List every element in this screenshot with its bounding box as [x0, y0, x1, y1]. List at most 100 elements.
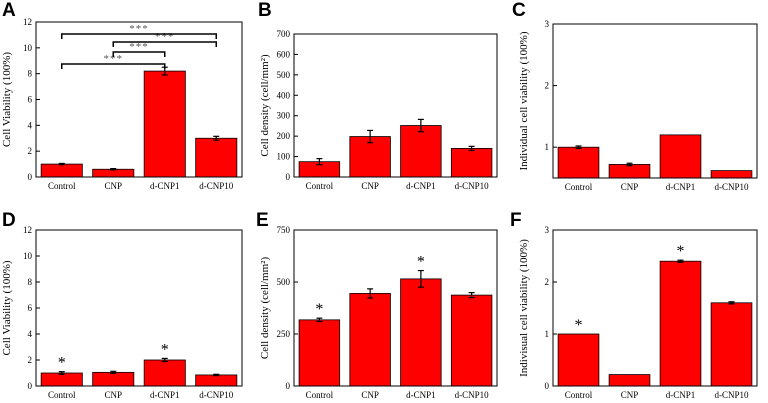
- significance-star: *: [315, 301, 323, 318]
- bar-control: [298, 319, 341, 387]
- bar-cnp: [608, 374, 651, 387]
- y-axis-label: Indivisual cell viability (100%): [518, 239, 530, 377]
- y-axis-label: Cell Viability (100%): [1, 52, 13, 147]
- category-label: d-CNP1: [406, 181, 436, 191]
- plot-frame: [552, 23, 758, 179]
- y-tick-label: 3: [545, 19, 550, 29]
- y-tick-label: 500: [277, 70, 291, 80]
- y-tick-label: 600: [277, 49, 291, 59]
- y-tick-label: 3: [545, 225, 550, 235]
- panel-label: C: [512, 0, 526, 21]
- panel-a: A Control CNP d-CNP1 d-CNP10 *** *** *** *** 0 2 4 6…: [1, 0, 243, 191]
- panel-e: E Control CNP d-CNP1 d-CNP10 * * 0 250 500 750 Cell…: [256, 210, 498, 400]
- category-label: Control: [306, 181, 334, 191]
- bar-control: [557, 333, 600, 387]
- bar-control: [40, 372, 83, 387]
- category-label: Control: [48, 390, 76, 400]
- y-tick-label: 0: [286, 172, 291, 182]
- y-tick-label: 2: [28, 146, 33, 156]
- y-tick-label: 12: [23, 17, 32, 27]
- category-label: CNP: [621, 390, 639, 400]
- bar-d-cnp1: [400, 125, 442, 178]
- y-tick-label: 8: [28, 69, 33, 79]
- significance-bracket: [112, 41, 217, 47]
- panel-b: B Control CNP d-CNP1 d-CNP10 0 100 200 300 400 500…: [258, 0, 498, 191]
- y-tick-label: 2: [545, 81, 550, 91]
- y-tick-label: 500: [277, 277, 291, 287]
- y-tick-label: 700: [277, 29, 291, 39]
- significance-label: ***: [129, 23, 149, 35]
- y-tick-label: 10: [23, 43, 33, 53]
- significance-star: *: [161, 341, 169, 358]
- significance-label: ***: [129, 41, 149, 53]
- bar-d-cnp10: [710, 302, 753, 387]
- y-axis-label: Cell Viability (100%): [1, 260, 13, 355]
- significance-star: *: [677, 243, 685, 260]
- significance-bracket: [61, 63, 166, 69]
- plot-frame: [552, 229, 758, 387]
- panel-c: C Control CNP d-CNP1 d-CNP10 1 2 3 Individual ce…: [512, 0, 758, 192]
- category-label: d-CNP10: [199, 390, 234, 400]
- category-label: d-CNP10: [455, 181, 490, 191]
- bar-d-cnp10: [450, 294, 493, 387]
- y-tick-label: 2: [545, 277, 550, 287]
- category-label: d-CNP1: [150, 181, 180, 191]
- panel-label: B: [258, 0, 272, 21]
- significance-star: *: [417, 254, 425, 271]
- panel-f: F Control CNP d-CNP1 d-CNP10 * * 0 1 2 3 Indivisual…: [510, 210, 758, 400]
- bar-d-cnp1: [659, 134, 702, 179]
- category-label: Control: [565, 182, 593, 192]
- bar-d-cnp1: [143, 359, 186, 387]
- y-axis-label: Cell density (cell/mm²): [259, 54, 271, 157]
- category-label: d-CNP10: [455, 390, 490, 400]
- y-tick-label: 4: [28, 120, 33, 130]
- significance-label: ***: [104, 53, 124, 65]
- category-label: Control: [306, 390, 334, 400]
- significance-star: *: [575, 317, 583, 334]
- category-label: CNP: [104, 181, 122, 191]
- bar-d-cnp10: [195, 137, 238, 178]
- y-tick-label: 400: [277, 90, 291, 100]
- plot-frame: [35, 229, 243, 387]
- panel-label: D: [2, 210, 16, 231]
- y-tick-label: 4: [28, 329, 33, 339]
- y-tick-label: 250: [277, 329, 291, 339]
- category-label: d-CNP1: [406, 390, 436, 400]
- bar-d-cnp10: [450, 147, 493, 178]
- category-label: d-CNP1: [666, 390, 696, 400]
- y-tick-label: 6: [28, 303, 33, 313]
- y-tick-label: 0: [286, 381, 291, 391]
- y-tick-label: 300: [277, 111, 291, 121]
- y-axis-label: Individual cell viability (100%): [518, 31, 530, 170]
- plot-frame: [293, 229, 498, 387]
- category-label: Control: [48, 181, 76, 191]
- y-tick-label: 0: [28, 381, 33, 391]
- y-tick-label: 2: [28, 355, 33, 365]
- bar-cnp: [92, 371, 135, 387]
- plot-frame: [293, 33, 498, 178]
- category-label: d-CNP10: [714, 182, 749, 192]
- bar-control: [40, 163, 83, 178]
- category-label: d-CNP1: [666, 182, 696, 192]
- panel-d: D Control CNP d-CNP1 d-CNP10 * * 0 2 4 6 8 10 12 Cell …: [1, 210, 243, 400]
- y-tick-label: 200: [277, 131, 291, 141]
- bar-cnp: [608, 164, 651, 179]
- y-tick-label: 1: [545, 329, 550, 339]
- bar-d-cnp1: [659, 260, 702, 387]
- y-axis-label: Cell density (cell/mm²): [259, 257, 271, 360]
- significance-star: *: [58, 355, 66, 372]
- bar-d-cnp1: [143, 70, 186, 178]
- y-tick-label: 0: [545, 381, 550, 391]
- significance-label: ***: [155, 31, 175, 43]
- y-tick-label: 1: [545, 142, 550, 152]
- significance-bracket: [112, 51, 166, 57]
- significance-bracket: [61, 33, 217, 39]
- bar-d-cnp1: [400, 278, 442, 387]
- y-tick-label: 0: [28, 172, 33, 182]
- bar-control: [557, 146, 600, 179]
- bar-d-cnp10: [195, 374, 238, 387]
- category-label: CNP: [361, 390, 379, 400]
- panel-label: E: [256, 210, 269, 231]
- bar-d-cnp10: [710, 170, 753, 179]
